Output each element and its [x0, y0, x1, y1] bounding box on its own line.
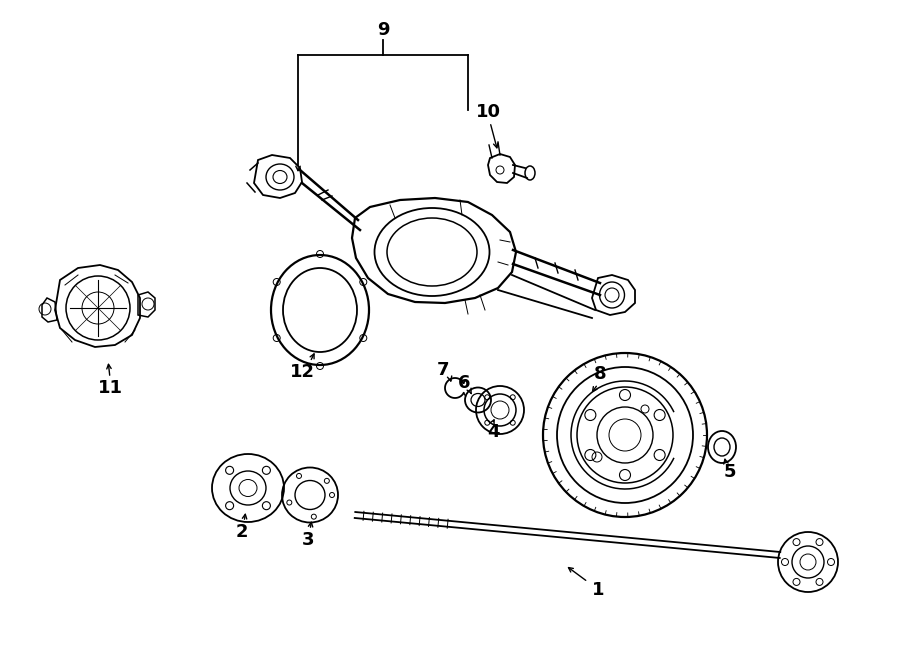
- Text: 8: 8: [594, 365, 607, 383]
- Text: 12: 12: [290, 363, 314, 381]
- Text: 6: 6: [458, 374, 470, 392]
- Text: 2: 2: [236, 523, 248, 541]
- Text: 10: 10: [475, 103, 500, 121]
- Text: 3: 3: [302, 531, 314, 549]
- Text: 7: 7: [436, 361, 449, 379]
- Text: 5: 5: [724, 463, 736, 481]
- Text: 1: 1: [592, 581, 604, 599]
- Text: 4: 4: [487, 423, 500, 441]
- Text: 9: 9: [377, 21, 389, 39]
- Text: 11: 11: [97, 379, 122, 397]
